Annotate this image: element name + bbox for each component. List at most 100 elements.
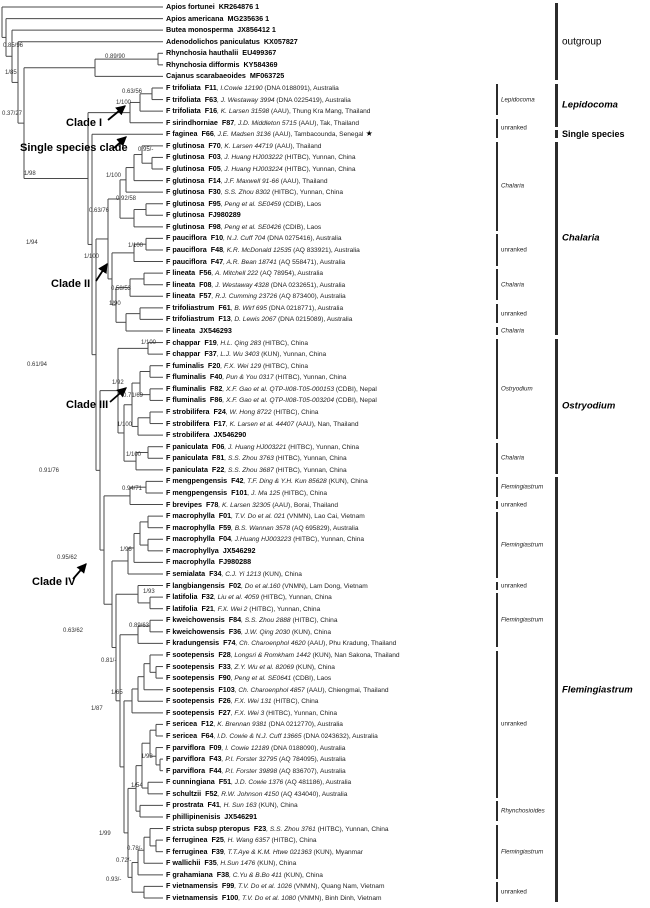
collector-name: , J. Huang HJ003222 [220, 154, 283, 162]
voucher-info: , Longsri & Romkham 1442 (KUN), Nan Sako… [230, 651, 400, 659]
taxon-row: F vietnamensis F99, T.V. Do et al. 1026 … [166, 881, 384, 891]
tree-branches [1, 6, 163, 899]
taxon-name: F paniculata F81 [166, 453, 225, 463]
voucher-info: , K. Larsen 32305 (AAU), Borai, Thailand [218, 501, 339, 509]
voucher-info: , T.V. Do et al. 1080 (VNMN), Binh Dinh,… [238, 894, 382, 902]
voucher-info: , H.L. Qing 283 (HITBC), China [216, 339, 308, 347]
clade-label: Single species clade [20, 142, 128, 154]
voucher-info: , D. Lewis 2067 (DNA 0215089), Australia [230, 316, 353, 324]
voucher-info: , R.W. Johnson 4150 (AQ 434040), Austral… [217, 790, 348, 798]
collector-name: , S.S. Zhou 3687 [224, 466, 274, 474]
collector-name: , F.X. Wei 3 [230, 709, 265, 717]
taxon-row: F sericea F12, K. Brennan 9381 (DNA 0212… [166, 719, 343, 729]
voucher-info: , B.S. Wannan 3578 (AQ 695829), Australi… [231, 524, 359, 532]
taxon-name: F grahamiana F38 [166, 869, 230, 879]
taxon-name: F trifoliata F11 [166, 82, 217, 92]
collector-name: , Ch. Charoenphol 4857 [234, 686, 305, 694]
taxon-row: F fluminalis F82, X.F. Gao et al. QTP-II… [166, 384, 377, 394]
collector-name: , Peng et al. SE0641 [230, 675, 292, 683]
taxon-row: F glutinosa F95, Peng et al. SE0459 (CDI… [166, 199, 321, 209]
support-value: 1/100 [106, 173, 122, 179]
taxon-row: F pauciflora F10, N.J. Cuff 704 (DNA 027… [166, 233, 342, 243]
taxon-name: F lineata F08 [166, 279, 212, 289]
taxon-row: F kweichowensis F36, J.W. Qing 2030 (KUN… [166, 627, 331, 637]
support-value: 0.58/53 [111, 286, 132, 292]
taxon-row: F brevipes F78, K. Larsen 32305 (AAU), B… [166, 500, 338, 510]
clade-label: Clade III [66, 399, 109, 411]
support-value: 0.92/58 [116, 196, 137, 202]
taxon-row: F macrophylla FJ980288 [166, 557, 251, 567]
voucher-info: , F.X. Wei 3 (HITBC), Yunnan, China [230, 709, 338, 717]
taxon-row: F trifoliata F11, I.Cowie 12190 (DNA 018… [166, 83, 339, 93]
taxon-row: F langbiangensis F02, Do et al.160 (VNMN… [166, 581, 368, 591]
taxon-name: F parviflora F44 [166, 765, 222, 775]
support-value: 1/98 [141, 754, 153, 760]
taxon-row: F sootepensis F26, F.X. Wei 131 (HITBC),… [166, 696, 318, 706]
support-value: 1/94 [26, 240, 38, 246]
taxon-row: F glutinosa F30, S.S. Zhou 8302 (HITBC),… [166, 187, 343, 197]
section-label: outgroup [562, 36, 602, 48]
voucher-info: , K. Brennan 9381 (DNA 0212770), Austral… [213, 721, 343, 729]
taxon-row: F macrophyllya JX546292 [166, 546, 256, 556]
subsection-label: unranked [501, 124, 527, 132]
collector-name: , J. Westaway 4328 [211, 281, 269, 289]
subsection-label: unranked [501, 501, 527, 509]
taxon-row: Butea monosperma JX856412 1 [166, 25, 276, 35]
collector-name: , J.D. Cowie 1376 [231, 779, 284, 787]
section-label: Chalaria [562, 232, 600, 244]
collector-name: , Peng et al. SE0426 [220, 223, 282, 231]
taxon-row: F sootepensis F27, F.X. Wei 3 (HITBC), Y… [166, 708, 337, 718]
subsection-label: unranked [501, 582, 527, 590]
taxon-name: F macrophylla F04 [166, 534, 232, 544]
taxon-row: Apios fortunei KR264876 1 [166, 2, 259, 12]
voucher-info: , W. Hong 8722 (HITBC), China [225, 408, 319, 416]
taxon-name: F strobilifera F24 [166, 406, 226, 416]
collector-name: , P.I. Forster 32795 [221, 756, 278, 764]
taxon-name: F pauciflora F48 [166, 244, 224, 254]
taxon-row: F glutinosa F70, K. Larsen 44719 (AAU), … [166, 141, 321, 151]
collector-name: , T.V. Do et al. 1080 [238, 894, 296, 902]
collector-name: , J. Huang HJ003224 [220, 165, 283, 173]
collector-name: , B.S. Wannan 3578 [231, 524, 291, 532]
taxon-name: F lineata F56 [166, 268, 212, 278]
collector-name: , Ch. Charoenphol 4620 [235, 640, 306, 648]
voucher-info: , Peng et al. SE0426 (CDIB), Laos [220, 223, 322, 231]
voucher-info: , F.X. Wei 129 (HITBC), China [220, 362, 309, 370]
taxon-name: F kradungensis F74 [166, 638, 236, 648]
collector-name: , Pun & You 0317 [222, 374, 274, 382]
taxon-row: Cajanus scarabaeoides MF063725 [166, 71, 284, 81]
support-value: 1/93 [143, 589, 155, 595]
subsection-label: unranked [501, 888, 527, 896]
clade-arrows [72, 105, 127, 580]
subsection-label: unranked [501, 720, 527, 728]
taxon-row: F macrophylla F04, J.Huang HJ003223 (HIT… [166, 534, 364, 544]
collector-name: , T.V. Do et al. 1026 [234, 883, 292, 891]
collector-name: , H.Sun 1476 [216, 860, 256, 868]
voucher-info: , K. Larsen et al. 44407 (AAU), Nan, Tha… [225, 420, 359, 428]
taxon-name: Butea monosperma JX856412 1 [166, 25, 276, 35]
taxon-row: F fuminalis F20, F.X. Wei 129 (HITBC), C… [166, 361, 308, 371]
taxon-name: F wallichii F35 [166, 858, 217, 868]
taxon-name: F semialata F34 [166, 568, 222, 578]
subsection-bar [496, 882, 498, 902]
support-value: 0.93/- [106, 877, 122, 883]
taxon-row: F sericea F64, I.D. Cowie & N.J. Cuff 13… [166, 731, 378, 741]
collector-name: , B. Wirf 695 [230, 304, 267, 312]
taxon-row: F paniculata F06, J. Huang HJ003221 (HIT… [166, 442, 359, 452]
taxon-row: F latifolia F32, Liu et al. 4059 (HITBC)… [166, 592, 332, 602]
section-label: Lepidocoma [562, 99, 618, 111]
voucher-info: , Ch. Charoenphol 4620 (AAU), Phu Kradun… [235, 640, 397, 648]
taxon-name: F kweichowensis F84 [166, 615, 242, 625]
collector-name: , Do et al.160 [241, 582, 281, 590]
section-bar [555, 83, 558, 127]
subsection-bar [496, 593, 498, 648]
taxon-row: F paniculata F22, S.S. Zhou 3687 (HITBC)… [166, 465, 347, 475]
collector-name: , F.X. Wei 2 [213, 605, 248, 613]
taxon-row: F glutinosa F14, J.F. Maxwell 91-66 (AAU… [166, 176, 328, 186]
voucher-info: , N.J. Cuff 704 (DNA 0275416), Australia [223, 235, 342, 243]
taxon-row: F sirindhorniae F87, J.D. Middleton 5715… [166, 118, 359, 128]
voucher-info: , T.F. Ding & Y.H. Kun 85628 (KUN), Chin… [243, 478, 368, 486]
support-value: 1/54 [131, 783, 143, 789]
voucher-info: , J. Westaway 4328 (DNA 0232651), Austra… [211, 281, 346, 289]
